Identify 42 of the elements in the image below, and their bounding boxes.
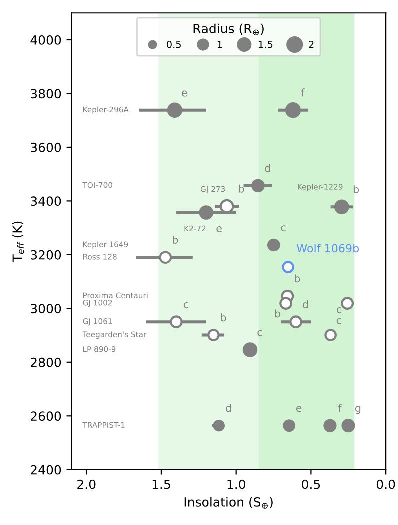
annotation: d [226,404,232,412]
annotation: c [336,318,342,324]
x-tick-label: 2.0 [78,480,96,490]
x-tick-label: 0.5 [302,480,320,490]
y-tick-label: 3800 [31,89,62,99]
annotation: e [182,90,188,97]
legend-label: 1 [218,41,222,48]
annotation: b [354,185,360,194]
annotation: c [258,330,262,336]
annotation: b [295,274,300,283]
y-tick-label: 2800 [31,358,62,368]
annotation: d [303,300,308,308]
annotation: c [184,302,188,308]
annotation: c [281,226,286,232]
annotation: b [275,310,280,318]
y-axis-title: T$_{eff}$ (K) [12,222,24,262]
legend-label: 1.5 [259,41,273,48]
annotation: f [301,88,305,97]
x-tick-label: 1.0 [228,480,246,490]
x-axis-title: Insolation (S$_{⊕}$) [184,497,273,509]
legend-label: 0.5 [167,40,181,48]
y-tick-label: 4000 [30,35,62,45]
legend-title: Radius (R$_{⊕}$) [194,24,264,36]
y-tick-label: 3200 [31,250,62,260]
y-tick-label: 3400 [31,196,62,206]
x-tick-label: 1.5 [152,480,170,490]
annotation: f [338,404,342,412]
annotation: Wolf 1069b [296,244,360,253]
annotation: c [336,308,342,314]
annotation: e [216,226,222,232]
annotation: b [239,184,244,193]
legend-label: 2 [309,40,314,48]
annotation: b [221,314,226,322]
y-tick-label: 3000 [31,304,62,314]
x-tick-label: 0.0 [376,480,396,490]
annotation: b [173,236,178,244]
annotation: e [296,406,302,412]
y-tick-label: 3600 [31,142,62,152]
annotation: d [265,164,270,172]
y-tick-label: 2600 [31,412,62,422]
annotation: g [355,406,361,414]
y-tick-label: 2400 [31,465,62,475]
